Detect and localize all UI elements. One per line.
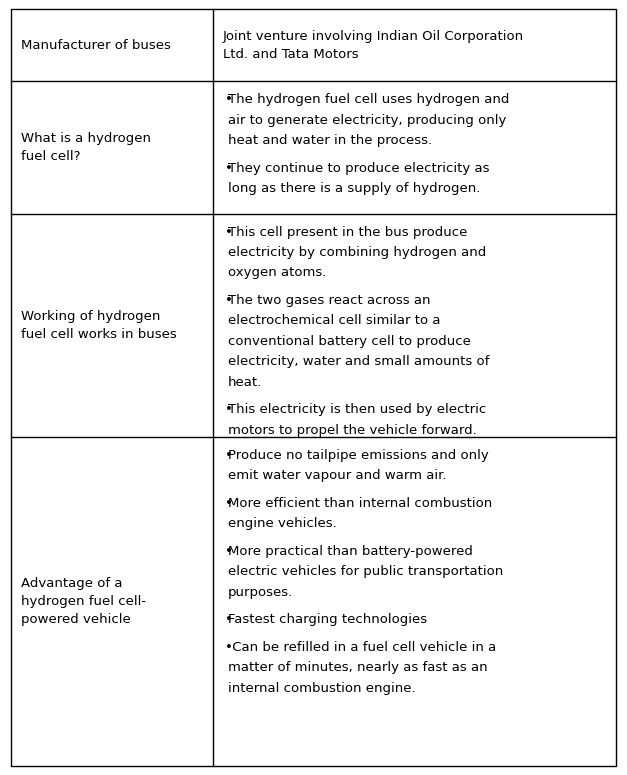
Text: electrochemical cell similar to a: electrochemical cell similar to a (228, 315, 441, 328)
Text: conventional battery cell to produce: conventional battery cell to produce (228, 335, 471, 348)
Text: The hydrogen fuel cell uses hydrogen and: The hydrogen fuel cell uses hydrogen and (228, 93, 509, 106)
Text: electricity by combining hydrogen and: electricity by combining hydrogen and (228, 246, 487, 259)
Text: •: • (224, 613, 233, 626)
Text: purposes.: purposes. (228, 586, 293, 599)
Text: •: • (224, 162, 233, 174)
Text: •: • (224, 449, 233, 462)
Text: Advantage of a
hydrogen fuel cell-
powered vehicle: Advantage of a hydrogen fuel cell- power… (21, 577, 147, 625)
Text: nammaKPSC: nammaKPSC (166, 413, 461, 455)
Text: •: • (224, 294, 233, 307)
Text: emit water vapour and warm air.: emit water vapour and warm air. (228, 469, 446, 482)
Text: matter of minutes, nearly as fast as an: matter of minutes, nearly as fast as an (228, 661, 488, 674)
Text: air to generate electricity, producing only: air to generate electricity, producing o… (228, 114, 507, 126)
Text: •: • (224, 545, 233, 558)
Text: internal combustion engine.: internal combustion engine. (228, 682, 416, 695)
Text: They continue to produce electricity as: They continue to produce electricity as (228, 162, 490, 174)
Text: engine vehicles.: engine vehicles. (228, 517, 337, 530)
Text: Joint venture involving Indian Oil Corporation
Ltd. and Tata Motors: Joint venture involving Indian Oil Corpo… (223, 29, 524, 60)
Text: heat.: heat. (228, 376, 262, 389)
Text: Produce no tailpipe emissions and only: Produce no tailpipe emissions and only (228, 449, 489, 462)
Text: •: • (224, 497, 233, 510)
Text: This electricity is then used by electric: This electricity is then used by electri… (228, 404, 487, 416)
Text: •: • (224, 226, 233, 239)
Text: oxygen atoms.: oxygen atoms. (228, 267, 327, 280)
Text: •: • (224, 93, 233, 106)
Text: Manufacturer of buses: Manufacturer of buses (21, 39, 171, 52)
Text: electricity, water and small amounts of: electricity, water and small amounts of (228, 356, 490, 368)
Text: Fastest charging technologies: Fastest charging technologies (228, 613, 427, 626)
Text: •: • (224, 641, 233, 654)
Text: Can be refilled in a fuel cell vehicle in a: Can be refilled in a fuel cell vehicle i… (228, 641, 497, 654)
Text: More efficient than internal combustion: More efficient than internal combustion (228, 497, 492, 510)
Text: •: • (224, 404, 233, 416)
Text: More practical than battery-powered: More practical than battery-powered (228, 545, 473, 558)
Text: What is a hydrogen
fuel cell?: What is a hydrogen fuel cell? (21, 132, 151, 163)
Text: The two gases react across an: The two gases react across an (228, 294, 431, 307)
Text: motors to propel the vehicle forward.: motors to propel the vehicle forward. (228, 424, 477, 437)
Text: electric vehicles for public transportation: electric vehicles for public transportat… (228, 565, 503, 578)
Text: long as there is a supply of hydrogen.: long as there is a supply of hydrogen. (228, 182, 480, 195)
Text: This cell present in the bus produce: This cell present in the bus produce (228, 226, 468, 239)
Text: Working of hydrogen
fuel cell works in buses: Working of hydrogen fuel cell works in b… (21, 309, 177, 340)
Text: heat and water in the process.: heat and water in the process. (228, 134, 432, 147)
